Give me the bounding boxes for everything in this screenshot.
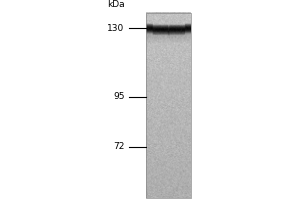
Text: 72: 72: [113, 142, 124, 151]
Bar: [146, 13, 190, 198]
Text: 95: 95: [113, 92, 124, 101]
Text: kDa: kDa: [107, 0, 124, 9]
Text: 130: 130: [107, 24, 124, 33]
